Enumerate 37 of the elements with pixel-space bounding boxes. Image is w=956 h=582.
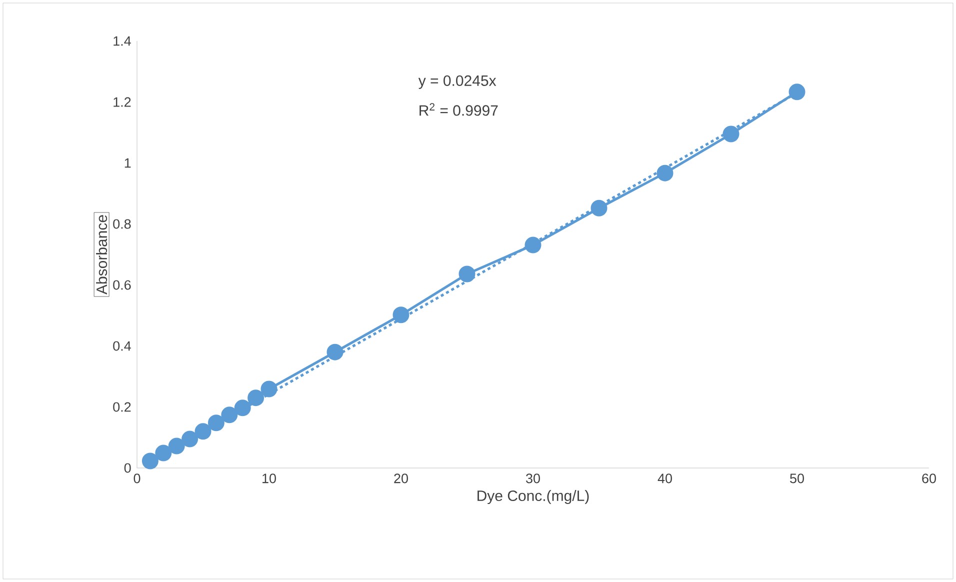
- annotation: R$^{2}$ = 0.9997: [420, 103, 498, 116]
- point: [260, 380, 278, 398]
- point: [656, 164, 674, 182]
- y-tick-label: 1: [124, 158, 131, 168]
- x-tick-label: 0: [134, 474, 140, 484]
- point: [221, 406, 238, 424]
- y-tick-label: 0.8: [113, 219, 131, 229]
- point: [155, 444, 172, 462]
- point: [168, 438, 185, 454]
- point: [142, 452, 158, 470]
- x-tick-label: 60: [922, 474, 936, 484]
- point: [458, 266, 476, 282]
- point: [392, 306, 410, 324]
- y-tick-label: 0.6: [113, 280, 131, 290]
- point: [182, 430, 198, 448]
- point: [208, 414, 224, 432]
- point: [788, 84, 806, 100]
- point: [524, 236, 542, 254]
- y-tick-label: 0.2: [113, 402, 131, 412]
- y-tick-label: 1.2: [114, 97, 131, 107]
- point: [248, 390, 264, 406]
- point: [722, 126, 740, 142]
- x-tick-label: 20: [394, 474, 408, 484]
- y-tick-label: 1.4: [114, 36, 131, 46]
- annotation: y = 0.0245x: [418, 75, 496, 89]
- x-tick-label: 40: [658, 474, 672, 484]
- y-tick-label: 0: [124, 463, 131, 473]
- y-axis-title: Absorbance: [96, 215, 108, 294]
- point: [234, 400, 251, 416]
- point: [326, 344, 344, 360]
- point: [194, 423, 212, 440]
- x-tick-label: 50: [790, 474, 804, 484]
- x-tick-label: 10: [262, 474, 276, 484]
- x-axis-title: Dye Conc.(mg/L): [478, 490, 589, 504]
- point: [590, 200, 608, 216]
- x-tick-label: 30: [526, 474, 540, 484]
- y-tick-label: 0.4: [113, 341, 131, 351]
